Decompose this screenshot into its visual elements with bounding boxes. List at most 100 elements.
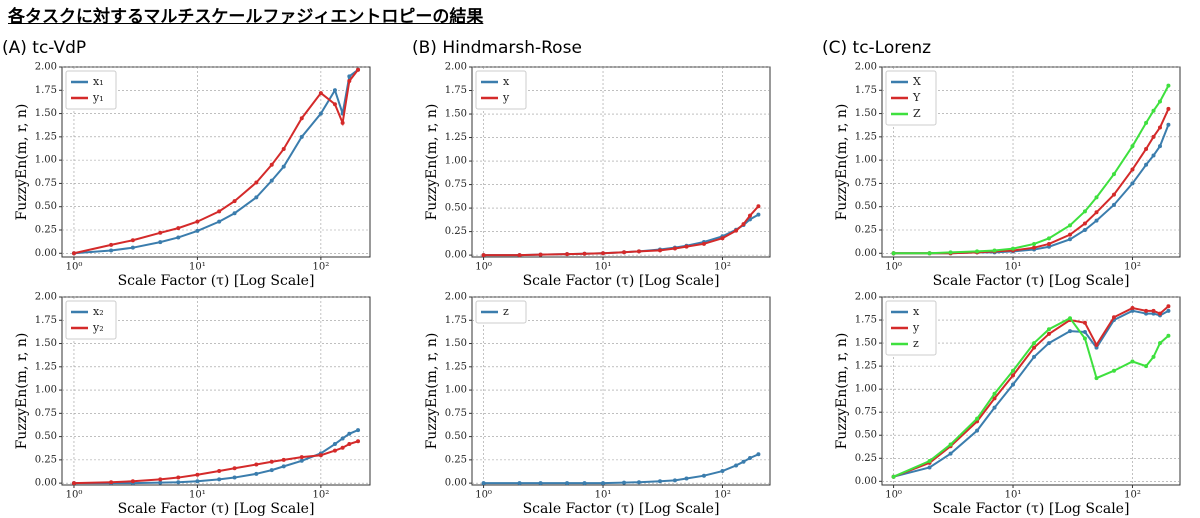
- data-point: [1032, 241, 1037, 246]
- data-point: [1130, 144, 1135, 149]
- y-tick-label: 0.50: [445, 203, 467, 214]
- data-point: [1151, 153, 1156, 158]
- data-point: [232, 199, 237, 204]
- x-axis-label: Scale Factor (τ) [Log Scale]: [523, 273, 720, 289]
- data-point: [992, 248, 997, 253]
- y-tick-label: 0.25: [445, 454, 467, 465]
- data-point: [1094, 195, 1099, 200]
- data-point: [299, 116, 304, 121]
- data-point: [232, 466, 237, 471]
- data-point: [756, 212, 761, 217]
- data-point: [720, 236, 725, 241]
- y-axis-label: FuzzyEn(m, r, n): [424, 104, 440, 221]
- legend-box: [65, 300, 117, 340]
- data-point: [318, 453, 323, 458]
- data-point: [481, 253, 486, 258]
- y-tick-label: 2.00: [445, 62, 467, 73]
- data-point: [176, 475, 181, 480]
- legend-box: [475, 70, 527, 110]
- y-tick-label: 1.50: [35, 108, 57, 119]
- y-axis-label: FuzzyEn(m, r, n): [834, 104, 850, 221]
- subplot: 0.00 0.25 0.50 0.75 1.00 1.25 1.50 1.75 2.00 10⁰ 1…: [14, 292, 371, 517]
- data-point: [1166, 304, 1171, 309]
- y-tick-label: 0.25: [445, 226, 467, 237]
- data-point: [1032, 345, 1037, 350]
- data-point: [1094, 218, 1099, 223]
- legend-label: y₁: [92, 91, 104, 104]
- data-point: [1094, 342, 1099, 347]
- y-tick-label: 1.75: [35, 85, 57, 96]
- data-point: [684, 244, 689, 249]
- data-point: [1130, 306, 1135, 311]
- data-point: [332, 448, 337, 453]
- y-tick-label: 1.75: [855, 85, 877, 96]
- y-tick-label: 0.00: [855, 476, 877, 487]
- data-point: [747, 456, 752, 461]
- data-point: [195, 472, 200, 477]
- y-tick-label: 0.50: [35, 201, 57, 212]
- x-tick-label: 10⁰: [66, 262, 83, 273]
- data-point: [1151, 108, 1156, 113]
- data-point: [217, 469, 222, 474]
- legend-label: z: [503, 305, 509, 318]
- data-point: [232, 475, 237, 480]
- data-point: [130, 479, 135, 484]
- y-tick-label: 0.75: [855, 407, 877, 418]
- data-point: [481, 481, 486, 486]
- y-tick-label: 1.50: [855, 338, 877, 349]
- data-point: [1144, 146, 1149, 151]
- y-tick-label: 0.00: [855, 248, 877, 259]
- legend-label: Y: [912, 91, 921, 104]
- x-tick-label: 10¹: [595, 262, 612, 273]
- legend-label: y: [912, 321, 920, 334]
- x-axis-label: Scale Factor (τ) [Log Scale]: [118, 273, 315, 289]
- data-point: [756, 204, 761, 209]
- data-point: [1068, 232, 1073, 237]
- y-tick-label: 0.00: [445, 478, 467, 489]
- data-point: [672, 246, 677, 251]
- data-point: [1144, 120, 1149, 125]
- x-axis-label: Scale Factor (τ) [Log Scale]: [118, 501, 315, 517]
- data-point: [356, 67, 361, 72]
- y-tick-label: 2.00: [35, 292, 57, 303]
- data-point: [347, 442, 352, 447]
- subplot: (B) Hindmarsh-Rose 0.00 0.25 0.50 0.75 1.00 1.…: [412, 38, 771, 289]
- x-tick-label: 10¹: [595, 490, 612, 501]
- y-tick-label: 0.50: [855, 430, 877, 441]
- data-point: [158, 477, 163, 482]
- y-tick-label: 0.25: [855, 224, 877, 235]
- data-point: [538, 252, 543, 257]
- data-point: [195, 228, 200, 233]
- data-point: [1094, 345, 1099, 350]
- data-point: [1068, 316, 1073, 321]
- y-tick-label: 1.50: [35, 338, 57, 349]
- data-point: [1046, 236, 1051, 241]
- data-point: [281, 164, 286, 169]
- data-point: [636, 480, 641, 485]
- y-tick-label: 0.75: [445, 408, 467, 419]
- data-point: [992, 391, 997, 396]
- data-point: [1151, 134, 1156, 139]
- data-point: [701, 241, 706, 246]
- data-point: [672, 478, 677, 483]
- data-point: [332, 88, 337, 93]
- data-point: [269, 178, 274, 183]
- y-tick-label: 1.25: [855, 131, 877, 142]
- data-point: [269, 468, 274, 473]
- data-point: [1068, 237, 1073, 242]
- data-point: [1130, 167, 1135, 172]
- data-point: [1144, 308, 1149, 313]
- data-point: [582, 481, 587, 486]
- data-point: [948, 442, 953, 447]
- y-axis-label: FuzzyEn(m, r, n): [834, 333, 850, 450]
- x-tick-label: 10²: [714, 262, 731, 273]
- data-point: [992, 405, 997, 410]
- data-point: [1011, 368, 1016, 373]
- y-tick-label: 0.75: [35, 408, 57, 419]
- data-point: [565, 252, 570, 257]
- data-point: [109, 480, 114, 485]
- data-point: [1157, 125, 1162, 130]
- data-point: [756, 452, 761, 457]
- data-point: [975, 416, 980, 421]
